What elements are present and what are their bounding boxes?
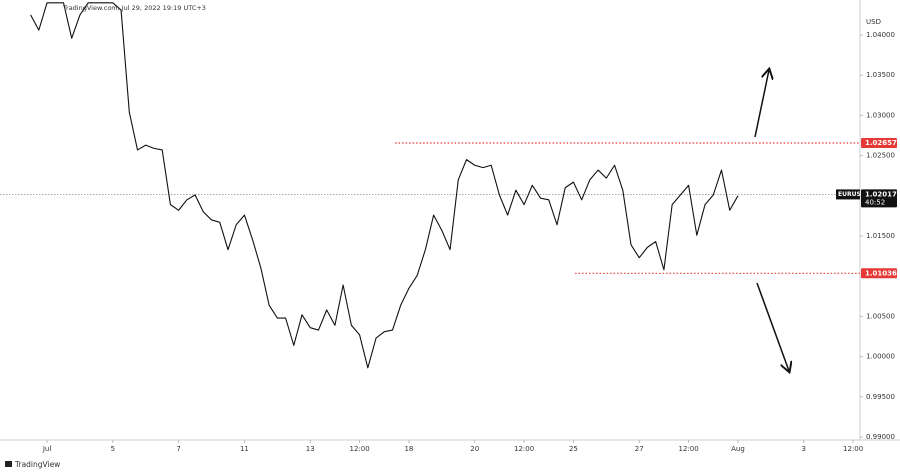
x-tick-label: 13 bbox=[306, 445, 315, 453]
y-tick-label: 0.99000 bbox=[866, 433, 895, 441]
header: TradingView.com, Jul 29, 2022 19:19 UTC+… bbox=[62, 4, 206, 12]
x-tick-label: 12:00 bbox=[678, 445, 698, 453]
x-tick-label: 12:00 bbox=[350, 445, 370, 453]
x-tick-label: 27 bbox=[635, 445, 644, 453]
price-line bbox=[30, 2, 739, 369]
countdown: 40:52 bbox=[865, 198, 885, 206]
level-label: 1.01036 bbox=[865, 269, 897, 277]
x-tick-label: Aug bbox=[731, 445, 745, 453]
last-price-bg bbox=[861, 189, 897, 208]
x-tick-label: 11 bbox=[240, 445, 249, 453]
y-tick-label: 1.00500 bbox=[866, 312, 895, 320]
x-tick-label: 18 bbox=[404, 445, 413, 453]
y-tick-label: 1.00000 bbox=[866, 353, 895, 361]
plot-area bbox=[0, 2, 860, 369]
y-tick-label: 1.03000 bbox=[866, 111, 895, 119]
up-arrow bbox=[754, 70, 769, 138]
y-tick-label: 0.99500 bbox=[866, 393, 895, 401]
symbol-tag-bg bbox=[836, 189, 860, 200]
down-arrow bbox=[756, 282, 789, 371]
x-tick-label: 7 bbox=[176, 445, 180, 453]
x-tick-label: 12:00 bbox=[843, 445, 863, 453]
y-tick-label: 1.02500 bbox=[866, 152, 895, 160]
symbol-tag: EURUSD bbox=[838, 191, 866, 198]
y-tick-label: 1.01500 bbox=[866, 232, 895, 240]
x-tick-label: 5 bbox=[111, 445, 115, 453]
level-label: 1.02657 bbox=[865, 139, 897, 147]
axis-unit: USD bbox=[866, 18, 881, 26]
level-label-bg bbox=[861, 137, 897, 148]
logo bbox=[5, 461, 12, 467]
x-tick-label: 25 bbox=[569, 445, 578, 453]
x-tick-label: Jul bbox=[42, 445, 52, 453]
footer: TradingView bbox=[14, 460, 60, 469]
x-tick-label: 20 bbox=[470, 445, 479, 453]
x-tick-label: 12:00 bbox=[514, 445, 534, 453]
level-label-bg bbox=[861, 268, 897, 279]
last-price-label: 1.02017 bbox=[865, 190, 897, 198]
y-tick-label: 1.03500 bbox=[866, 71, 895, 79]
y-tick-label: 1.04000 bbox=[866, 31, 895, 39]
x-tick-label: 3 bbox=[802, 445, 806, 453]
